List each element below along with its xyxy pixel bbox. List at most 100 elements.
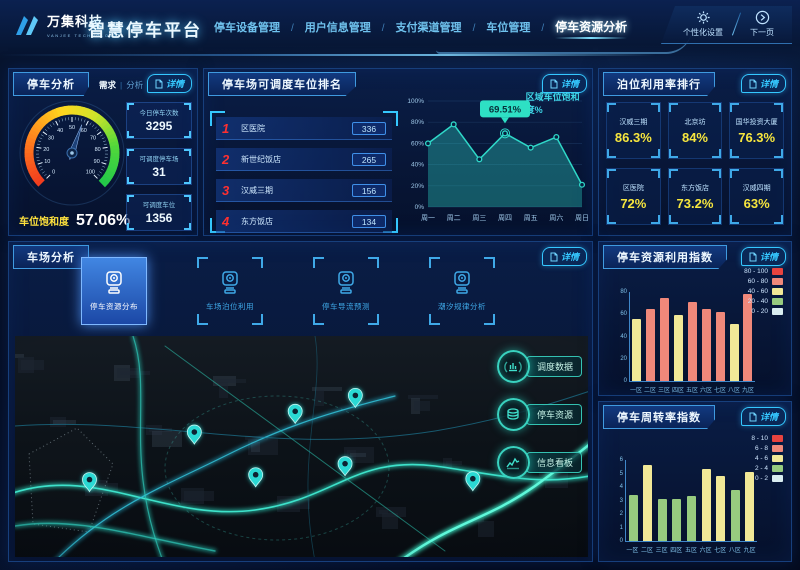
- detail-label: 详情: [759, 252, 778, 262]
- bar-三区: [660, 297, 670, 381]
- detail-button-utilization[interactable]: 详情: [740, 74, 786, 93]
- document-icon: [155, 79, 163, 88]
- rank-name: 汉威三期: [241, 185, 273, 195]
- logo-name: 万集科技: [47, 13, 104, 29]
- lot-tab-3[interactable]: 停车导流预测: [313, 257, 379, 325]
- ranking-row-3[interactable]: 3 汉威三期 156: [216, 179, 392, 202]
- stat-value: 1356: [145, 211, 173, 225]
- utilization-card-4: 区医院 72%: [606, 168, 661, 225]
- nav-item-2[interactable]: 用户信息管理: [304, 22, 371, 34]
- nav-item-4[interactable]: 车位管理: [486, 22, 531, 34]
- lot-tab-1[interactable]: 停车资源分布: [81, 257, 147, 325]
- legend-item: 80 - 100: [744, 268, 783, 275]
- detail-button-resource[interactable]: 详情: [740, 247, 786, 266]
- y-axis-tick: 40: [620, 333, 627, 340]
- saturation-line-chart: 0% 20% 40% 60% 80% 100% 周一 周二 周三 周四 周五 周六 周日 69.51%: [407, 98, 589, 222]
- legend-label: 20 - 40: [747, 298, 768, 305]
- tab-analysis[interactable]: 分析: [126, 80, 144, 90]
- bar-三区: [657, 499, 667, 541]
- legend-label: 2 - 4: [754, 465, 768, 472]
- legend-item: 8 - 10: [751, 435, 783, 442]
- lot-tab-label: 潮汐规律分析: [438, 302, 486, 311]
- rank-name: 区医院: [241, 123, 265, 133]
- city-map[interactable]: 调度数据停车资源信息看板: [15, 336, 588, 557]
- legend-label: 80 - 100: [744, 268, 768, 275]
- ranking-row-4[interactable]: 4 东方饭店 134: [216, 210, 392, 233]
- nav-item-1[interactable]: 停车设备管理: [214, 22, 280, 34]
- map-button-label: 调度数据: [525, 356, 582, 377]
- lot-tab-label: 停车导流预测: [322, 302, 370, 311]
- bar-chart-icon: [504, 361, 523, 372]
- legend-item: 0 - 2: [755, 475, 783, 482]
- card-value: 76.3%: [738, 129, 776, 145]
- map-button-2[interactable]: 停车资源: [496, 398, 582, 431]
- x-axis-label: 七区: [714, 548, 727, 554]
- parking-mini-tabs: 需求 | 分析: [99, 79, 143, 91]
- detail-button-lot[interactable]: 详情: [541, 247, 587, 266]
- card-name: 北京坊: [684, 118, 706, 126]
- detail-button-parking[interactable]: 详情: [146, 74, 192, 93]
- map-button-3[interactable]: 信息看板: [496, 446, 582, 479]
- document-icon: [749, 252, 757, 261]
- bar-九区: [743, 294, 753, 381]
- bar-六区: [701, 308, 711, 381]
- map-pin-6[interactable]: [337, 456, 353, 477]
- detail-button-turnover[interactable]: 详情: [740, 407, 786, 426]
- settings-button[interactable]: 个性化设置: [683, 10, 723, 38]
- stat-box-3: 可调度车位 1356: [126, 194, 192, 231]
- rank-value: 265: [352, 152, 386, 166]
- card-name: 国华投资大厦: [735, 118, 778, 126]
- main-nav: 停车设备管理 / 用户信息管理 / 支付渠道管理 / 车位管理 / 停车资源分析: [214, 18, 627, 39]
- lot-tab-4[interactable]: 潮汐规律分析: [429, 257, 495, 325]
- parking-meter-icon: [338, 271, 354, 294]
- y-axis-tick: 2: [619, 511, 623, 517]
- ranking-row-1[interactable]: 1 区医院 336: [216, 117, 392, 140]
- bar-八区: [730, 489, 740, 541]
- map-pin-2[interactable]: [82, 472, 97, 493]
- card-name: 区医院: [622, 184, 644, 192]
- header-actions: 个性化设置 下一页: [661, 6, 792, 44]
- nav-item-3[interactable]: 支付渠道管理: [395, 22, 462, 34]
- svg-text:70: 70: [90, 136, 96, 142]
- nav-item-5[interactable]: 停车资源分析: [555, 18, 627, 39]
- svg-text:周五: 周五: [524, 214, 538, 222]
- svg-text:40%: 40%: [411, 162, 424, 169]
- x-axis-label: 二区: [640, 548, 653, 554]
- next-arrow-icon: [755, 10, 769, 25]
- svg-text:0: 0: [52, 169, 55, 175]
- detail-button-ranking[interactable]: 详情: [541, 74, 587, 93]
- map-pin-7[interactable]: [465, 471, 481, 492]
- bar-七区: [715, 312, 725, 381]
- legend-label: 60 - 80: [747, 278, 768, 285]
- map-pin-4[interactable]: [287, 403, 303, 425]
- lot-tab-label: 停车资源分布: [90, 302, 138, 311]
- resource-legend: 80 - 100 60 - 80 40 - 60 20 - 40 0 - 20: [744, 268, 783, 315]
- y-axis-tick: 80: [620, 289, 627, 295]
- map-pin-1[interactable]: [186, 424, 202, 445]
- bar-四区: [674, 315, 684, 381]
- legend-swatch: [772, 268, 783, 275]
- logo-subtitle: VANJEE TECHNOLOGY: [47, 32, 119, 38]
- map-pin-5[interactable]: [347, 387, 363, 409]
- tab-demand[interactable]: 需求: [99, 80, 117, 90]
- detail-label: 详情: [759, 412, 778, 422]
- legend-swatch: [772, 455, 783, 462]
- map-button-1[interactable]: 调度数据: [496, 350, 582, 383]
- lot-tab-2[interactable]: 车场泊位利用: [197, 257, 263, 325]
- legend-item: 60 - 80: [748, 278, 783, 285]
- y-axis-tick: 3: [619, 497, 623, 504]
- stat-box-1: 今日停车次数 3295: [126, 102, 192, 139]
- svg-text:60%: 60%: [411, 140, 424, 147]
- trend-icon: [496, 446, 530, 479]
- dispatch-ranking-panel: 停车场可调度车位排名 详情 1 区医院 336 2 新世纪饭店 265 3 汉威三期 156 4 东…: [203, 68, 593, 236]
- card-name: 东方饭店: [680, 184, 709, 192]
- ranking-row-2[interactable]: 2 新世纪饭店 265: [216, 148, 392, 171]
- nav-separator: /: [541, 23, 545, 34]
- next-page-button[interactable]: 下一页: [750, 10, 774, 38]
- gauge-readout: 车位饱和度 57.06%: [19, 212, 130, 230]
- bar-五区: [686, 496, 696, 541]
- map-pin-3[interactable]: [248, 467, 264, 488]
- utilization-card-6: 汉威四期 63%: [729, 168, 784, 225]
- legend-label: 0 - 2: [754, 475, 768, 482]
- stat-box-2: 可调度停车场 31: [126, 148, 192, 185]
